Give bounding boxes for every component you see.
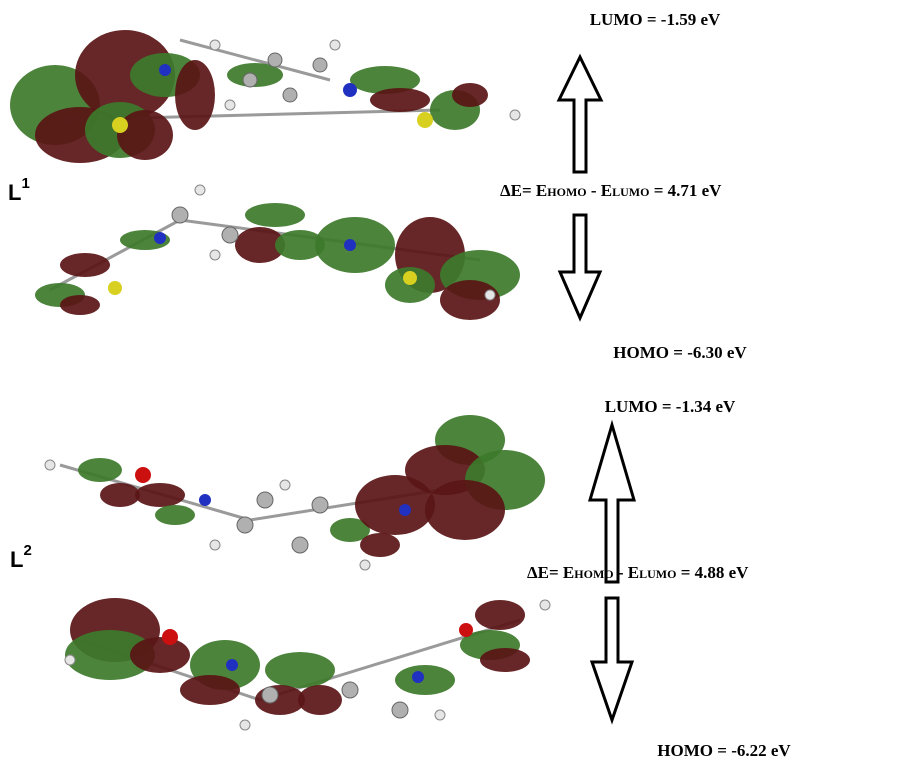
gap-label: ΔE= EHOMO - ELUMO = 4.88 eV [527,563,749,582]
arrow-up [559,57,601,172]
lumo-label: LUMO = -1.34 eV [605,397,736,416]
molecule-l2-homo [65,598,550,730]
molecule-l2-lumo [45,415,545,570]
panel-label: L1 [8,175,30,205]
arrow-up [590,425,634,582]
gap-label: ΔE= EHOMO - ELUMO = 4.71 eV [500,181,722,200]
homo-label: HOMO = -6.30 eV [613,343,747,362]
lumo-label: LUMO = -1.59 eV [590,10,721,29]
molecule-l1-lumo [10,30,520,163]
figure: L1 LUMO = -1.59 eV ΔE= EHOMO - ELUMO = 4… [0,0,917,764]
homo-label: HOMO = -6.22 eV [657,741,791,760]
molecule-l1-homo [35,185,520,320]
panel-label: L2 [10,542,32,572]
arrow-down [560,215,600,318]
arrow-down [592,598,632,720]
